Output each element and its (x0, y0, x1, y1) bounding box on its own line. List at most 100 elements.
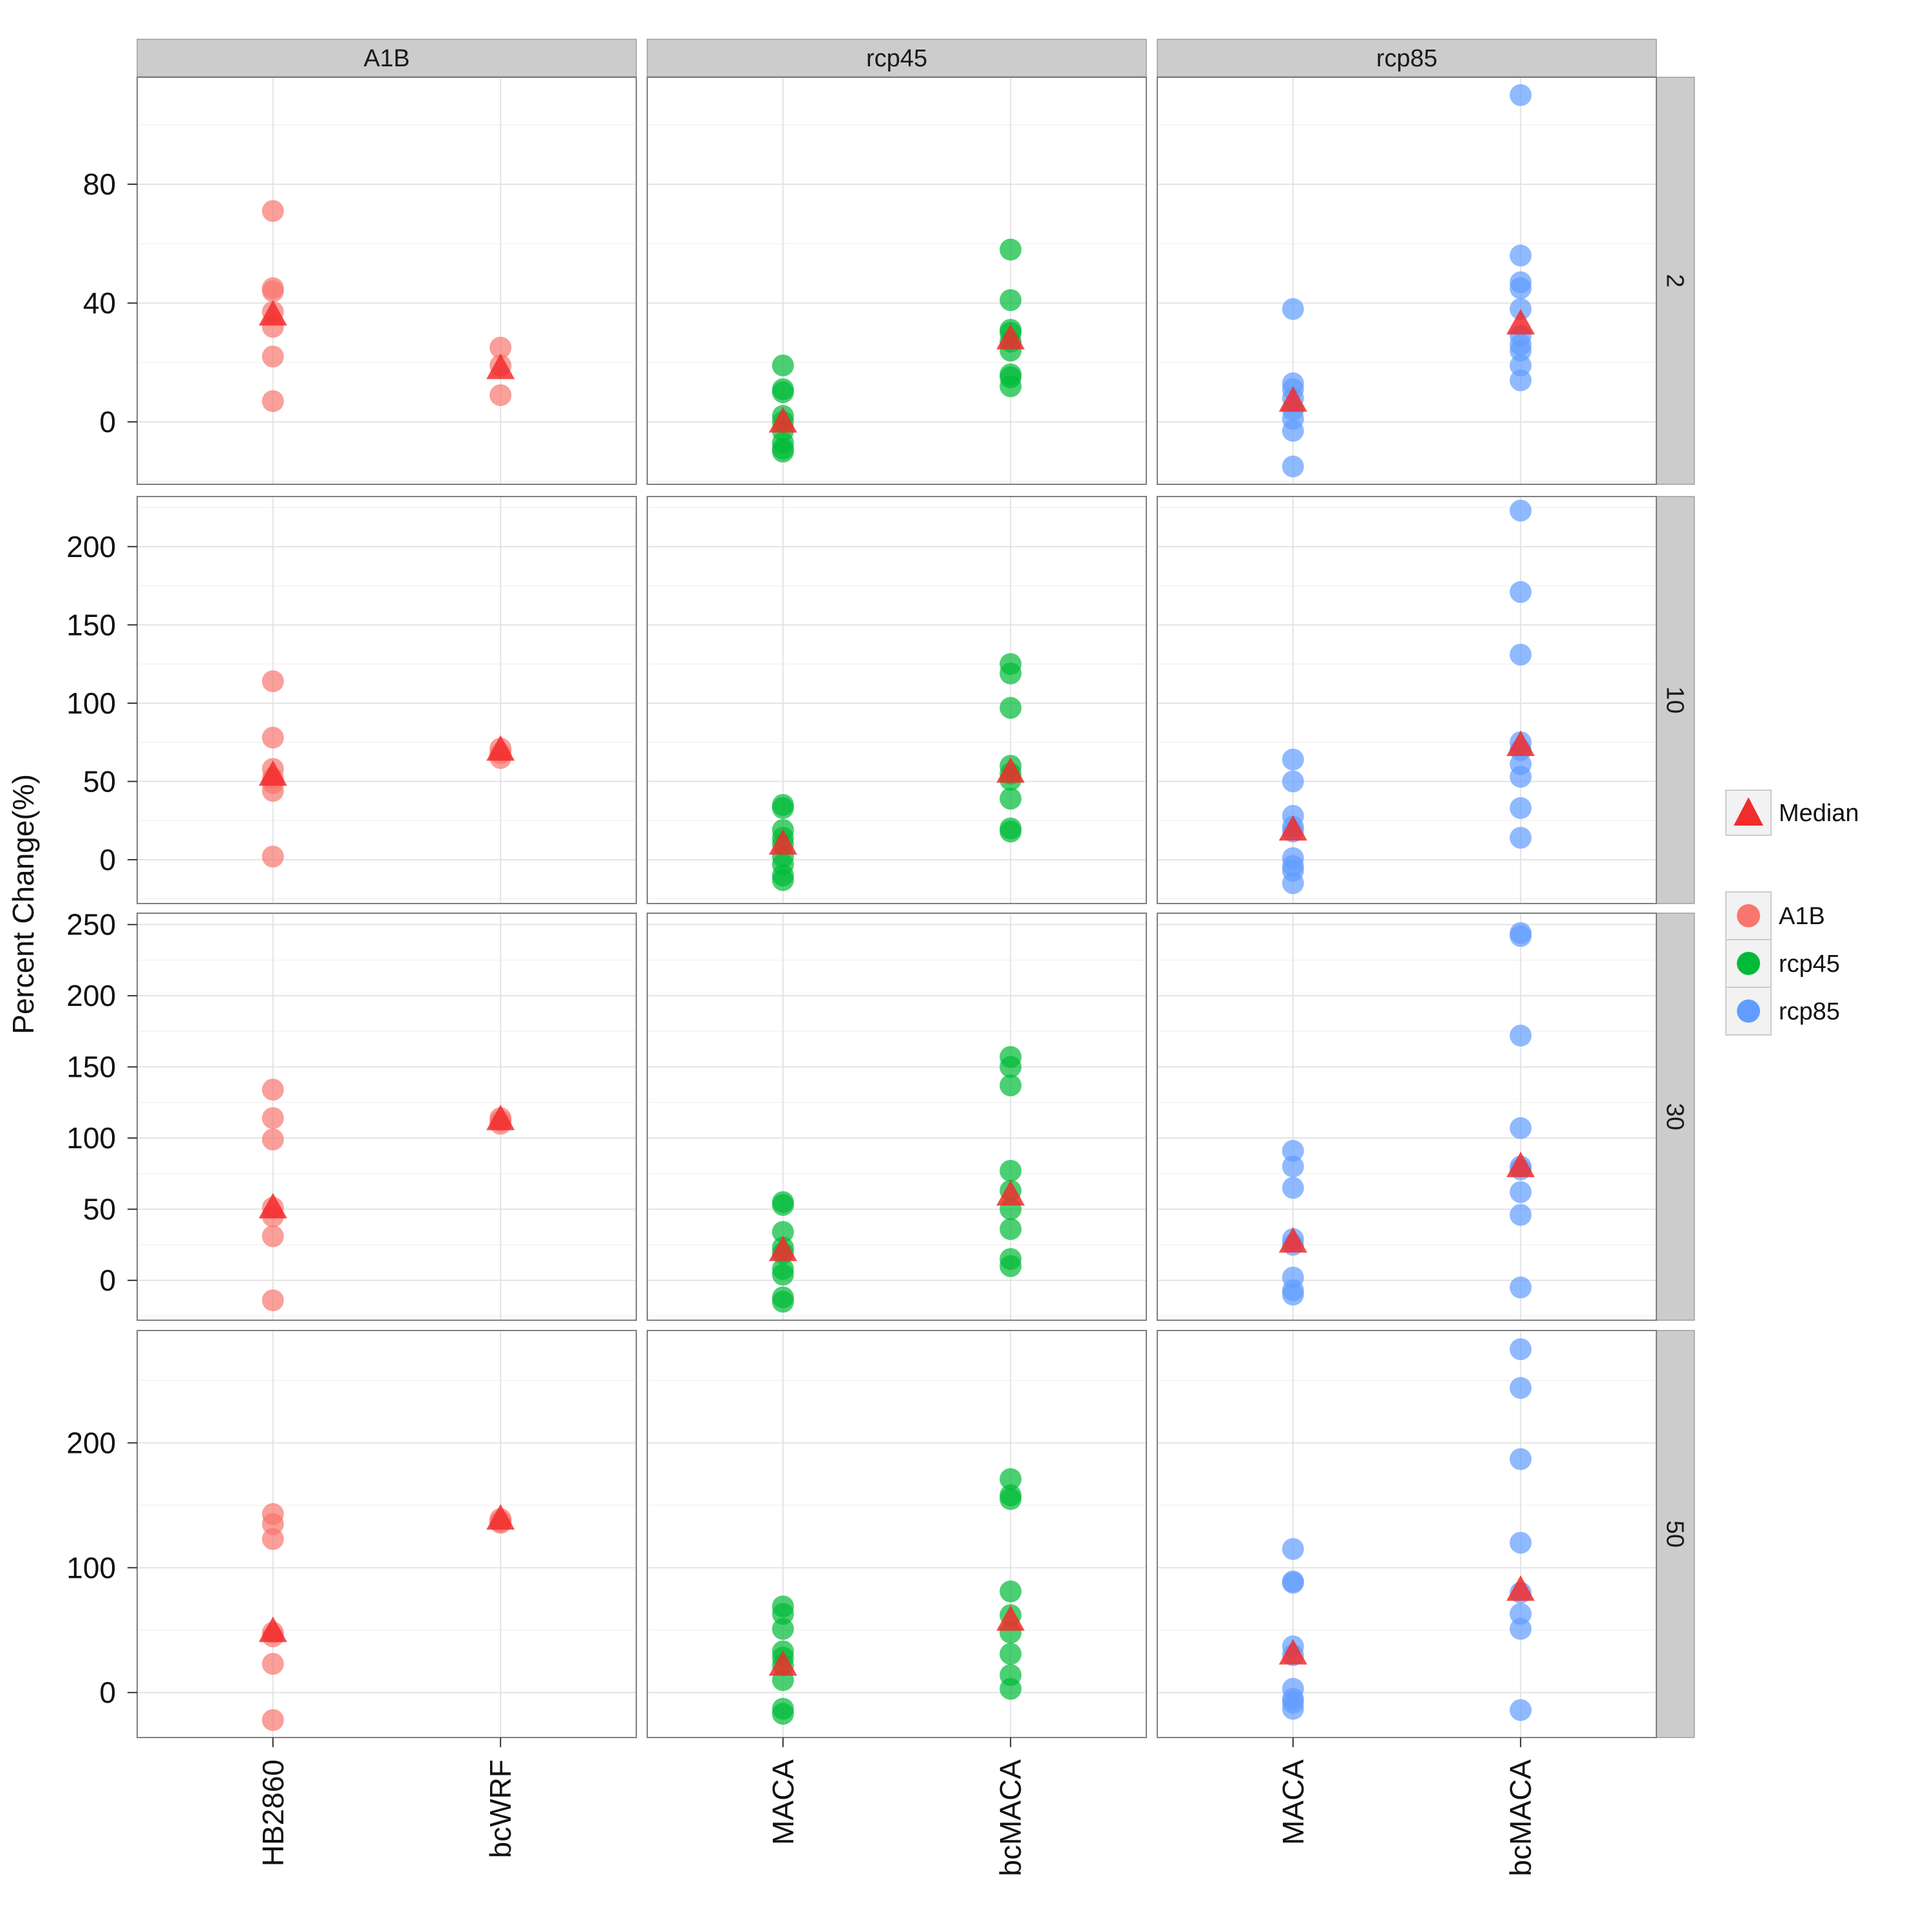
data-point (999, 788, 1022, 810)
data-point (999, 375, 1022, 397)
x-tick-label: bcMACA (994, 1759, 1027, 1877)
median-marker (258, 1193, 287, 1218)
data-point (1510, 826, 1532, 849)
median-marker (486, 1504, 515, 1530)
x-tick-label: HB2860 (256, 1759, 290, 1866)
y-tick-label: 0 (99, 1264, 116, 1297)
median-marker (1506, 1575, 1535, 1601)
data-point (1282, 1698, 1304, 1720)
median-marker (486, 353, 515, 379)
panel-background-rcp85-2 (1157, 77, 1656, 484)
data-point (999, 1488, 1022, 1510)
y-tick-label: 250 (66, 908, 116, 942)
facet-strip-label-rcp85: rcp85 (1376, 45, 1437, 72)
panel-border-rcp45-30 (647, 913, 1147, 1321)
data-point (1510, 1699, 1532, 1721)
panel-background-rcp45-10 (647, 497, 1146, 904)
y-tick-label: 100 (66, 1551, 116, 1584)
panel-border-rcp45-2 (647, 77, 1147, 485)
panel-background-rcp45-2 (647, 77, 1146, 484)
data-point (261, 1289, 284, 1312)
median-marker (1506, 730, 1535, 756)
data-point (489, 384, 512, 406)
legend-label-median: Median (1779, 800, 1859, 827)
median-marker (1278, 1639, 1307, 1665)
data-point (1510, 244, 1532, 267)
legend-point-A1B (1737, 904, 1760, 927)
data-point (999, 1468, 1022, 1490)
x-tick-label: bcWRF (484, 1759, 517, 1858)
data-point (772, 1603, 794, 1625)
data-point (999, 820, 1022, 843)
data-point (999, 1056, 1022, 1078)
data-point (1510, 499, 1532, 522)
facet-row-label-10: 10 (1662, 687, 1689, 714)
data-point (772, 1618, 794, 1640)
y-tick-label: 0 (99, 1676, 116, 1709)
data-point (999, 238, 1022, 261)
data-point (772, 1264, 794, 1286)
data-point (1510, 1276, 1532, 1299)
data-point (1510, 1531, 1532, 1554)
median-marker (258, 760, 287, 786)
data-point (261, 1128, 284, 1151)
median-marker (768, 1235, 797, 1262)
facet-strip-rcp85 (1157, 39, 1657, 77)
data-point (1510, 1603, 1532, 1625)
data-point (1282, 298, 1304, 320)
data-point (1510, 369, 1532, 392)
data-point (772, 1194, 794, 1217)
data-point (772, 440, 794, 463)
data-point (261, 1513, 284, 1535)
legend-label-A1B: A1B (1779, 903, 1825, 930)
data-point (772, 354, 794, 377)
data-point (1282, 1155, 1304, 1178)
y-tick-label: 200 (66, 979, 116, 1012)
panel-background-rcp45-30 (647, 913, 1146, 1320)
median-marker (768, 407, 797, 433)
median-marker (1506, 1151, 1535, 1177)
data-point (1510, 1181, 1532, 1204)
data-point (489, 336, 512, 359)
data-point (1510, 643, 1532, 666)
facet-strip-label-A1B: A1B (364, 45, 410, 72)
data-point (1510, 1448, 1532, 1470)
data-point (999, 1643, 1022, 1665)
panel-background-rcp85-10 (1157, 497, 1656, 904)
y-tick-label: 200 (66, 530, 116, 564)
data-point (999, 662, 1022, 685)
median-marker (1278, 386, 1307, 412)
data-point (1282, 419, 1304, 442)
median-marker (996, 323, 1025, 350)
y-tick-label: 200 (66, 1426, 116, 1459)
median-marker (486, 735, 515, 761)
data-point (1282, 1538, 1304, 1560)
panel-border-A1B-2 (137, 77, 637, 485)
y-tick-label: 80 (83, 167, 116, 201)
panel-border-A1B-30 (137, 913, 637, 1321)
data-point (1510, 84, 1532, 106)
data-point (999, 697, 1022, 719)
data-point (261, 1225, 284, 1247)
panel-border-rcp45-10 (647, 496, 1147, 904)
facet-row-strip-2 (1656, 77, 1695, 485)
legend-median-icon (1734, 797, 1763, 826)
data-point (261, 1107, 284, 1130)
data-point (1282, 872, 1304, 895)
panel-background-A1B-2 (137, 77, 636, 484)
panel-background-A1B-30 (137, 913, 636, 1320)
data-point (1510, 1204, 1532, 1226)
y-tick-label: 150 (66, 1050, 116, 1084)
data-point (261, 390, 284, 412)
data-point (261, 345, 284, 368)
data-point (261, 846, 284, 868)
data-point (999, 1255, 1022, 1278)
median-marker (1278, 1227, 1307, 1253)
y-tick-label: 150 (66, 608, 116, 641)
facet-row-strip-10 (1656, 496, 1695, 904)
data-point (261, 1653, 284, 1675)
x-tick-label: MACA (1276, 1759, 1310, 1845)
median-marker (768, 829, 797, 855)
panel-border-A1B-50 (137, 1330, 637, 1738)
